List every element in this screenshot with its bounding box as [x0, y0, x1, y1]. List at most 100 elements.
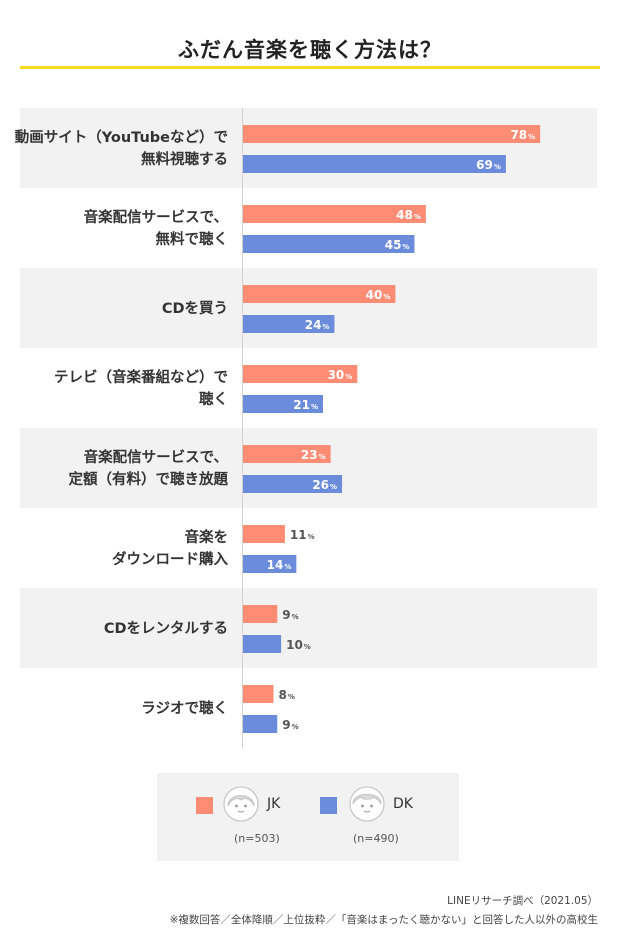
girl-avatar-icon	[223, 786, 259, 822]
legend-n-dk: (n=490)	[353, 832, 399, 845]
data-label-unit: %	[311, 403, 318, 411]
data-label-unit: %	[284, 563, 291, 571]
bar-dk	[243, 235, 415, 253]
data-label-unit: %	[292, 613, 299, 621]
data-label-unit: %	[308, 533, 315, 541]
data-label-value: 48	[396, 208, 413, 222]
footnote: ※複数回答／全体降順／上位抜粋／「音楽はまったく聴かない」と回答した人以外の高校…	[169, 914, 598, 926]
data-label-value: 9	[282, 608, 290, 622]
category-label: 動画サイト（YouTubeなど）で無料視聴する	[15, 128, 228, 168]
category-label-line: CDを買う	[162, 300, 228, 317]
bar-dk	[243, 475, 343, 493]
data-label-dk: 14%	[267, 558, 292, 572]
data-label-value: 45	[385, 238, 402, 252]
data-label-jk: 78%	[510, 128, 535, 142]
legend-n-jk: (n=503)	[234, 832, 280, 845]
category-label-line: ダウンロード購入	[112, 550, 228, 568]
bar-chart: 動画サイト（YouTubeなど）で無料視聴する音楽配信サービスで、無料で聴くCD…	[15, 108, 597, 748]
data-label-jk: 23%	[301, 448, 326, 462]
bar-dk	[243, 395, 324, 413]
data-label-value: 10	[286, 638, 303, 652]
source-note: LINEリサーチ調べ（2021.05）	[447, 895, 598, 907]
data-label-value: 30	[328, 368, 345, 382]
row-background	[20, 428, 597, 508]
bar-dk	[243, 635, 282, 653]
category-label: CDをレンタルする	[104, 620, 228, 637]
data-label-jk: 11%	[290, 528, 315, 542]
data-label-dk: 9%	[282, 718, 298, 732]
data-label-jk: 8%	[278, 688, 294, 702]
category-label-line: 音楽を	[185, 528, 229, 546]
title-underline	[20, 66, 600, 69]
boy-avatar-icon	[349, 786, 385, 822]
data-label-jk: 30%	[328, 368, 353, 382]
data-label-value: 40	[366, 288, 383, 302]
legend-label-jk: JK	[267, 796, 281, 812]
category-label-line: 定額（有料）で聴き放題	[69, 470, 229, 488]
row-background	[20, 108, 597, 188]
data-label-jk: 9%	[282, 608, 298, 622]
bars: 78%69%48%45%40%24%30%21%23%26%11%14%9%10…	[243, 125, 541, 733]
row-background	[20, 588, 597, 668]
data-label-value: 8	[278, 688, 286, 702]
data-label-dk: 45%	[385, 238, 410, 252]
data-label-dk: 69%	[476, 158, 501, 172]
category-label-line: テレビ（音楽番組など）で	[54, 368, 228, 386]
data-label-unit: %	[322, 323, 329, 331]
legend: JK (n=503) DK (n=490)	[157, 773, 459, 861]
category-label-line: ラジオで聴く	[141, 700, 228, 717]
bar-jk	[243, 365, 358, 383]
bar-dk	[243, 555, 297, 573]
data-label-value: 78	[510, 128, 527, 142]
row-background	[20, 268, 597, 348]
data-label-dk: 26%	[312, 478, 337, 492]
data-label-unit: %	[319, 453, 326, 461]
category-label-line: 音楽配信サービスで、	[84, 448, 228, 466]
bar-dk	[243, 315, 335, 333]
data-label-value: 21	[293, 398, 310, 412]
category-label-line: 音楽配信サービスで、	[84, 208, 228, 226]
category-label: 音楽をダウンロード購入	[112, 528, 228, 568]
data-label-jk: 40%	[366, 288, 391, 302]
bar-jk	[243, 205, 426, 223]
bar-jk	[243, 125, 541, 143]
data-label-value: 69	[476, 158, 493, 172]
bar-jk	[243, 685, 274, 703]
data-label-unit: %	[494, 163, 501, 171]
category-label: テレビ（音楽番組など）で聴く	[54, 368, 228, 408]
data-label-value: 23	[301, 448, 318, 462]
data-label-unit: %	[528, 133, 535, 141]
data-label-value: 9	[282, 718, 290, 732]
legend-swatch-dk	[320, 797, 337, 814]
data-label-dk: 10%	[286, 638, 311, 652]
data-label-value: 26	[312, 478, 329, 492]
data-label-dk: 21%	[293, 398, 318, 412]
legend-swatch-jk	[196, 797, 213, 814]
data-label-unit: %	[288, 693, 295, 701]
legend-label-dk: DK	[393, 796, 413, 812]
category-label-line: 無料視聴する	[141, 150, 228, 168]
category-label: 音楽配信サービスで、無料で聴く	[84, 208, 228, 248]
data-label-unit: %	[402, 243, 409, 251]
data-label-jk: 48%	[396, 208, 421, 222]
row-backgrounds	[20, 108, 597, 668]
bar-jk	[243, 445, 331, 463]
bar-jk	[243, 285, 396, 303]
data-label-unit: %	[345, 373, 352, 381]
data-label-value: 24	[305, 318, 322, 332]
bar-jk	[243, 605, 278, 623]
category-label-line: 動画サイト（YouTubeなど）で	[15, 128, 228, 146]
data-label-value: 14	[267, 558, 284, 572]
data-label-unit: %	[304, 643, 311, 651]
chart-title: ふだん音楽を聴く方法は？	[178, 38, 442, 62]
category-label: 音楽配信サービスで、定額（有料）で聴き放題	[69, 448, 229, 488]
bar-dk	[243, 155, 506, 173]
category-label: CDを買う	[162, 300, 228, 317]
category-label-line: 無料で聴く	[156, 230, 229, 248]
category-label-line: 聴く	[199, 391, 228, 408]
data-label-unit: %	[292, 723, 299, 731]
data-label-unit: %	[330, 483, 337, 491]
data-label-unit: %	[414, 213, 421, 221]
category-label: ラジオで聴く	[141, 700, 228, 717]
bar-dk	[243, 715, 278, 733]
